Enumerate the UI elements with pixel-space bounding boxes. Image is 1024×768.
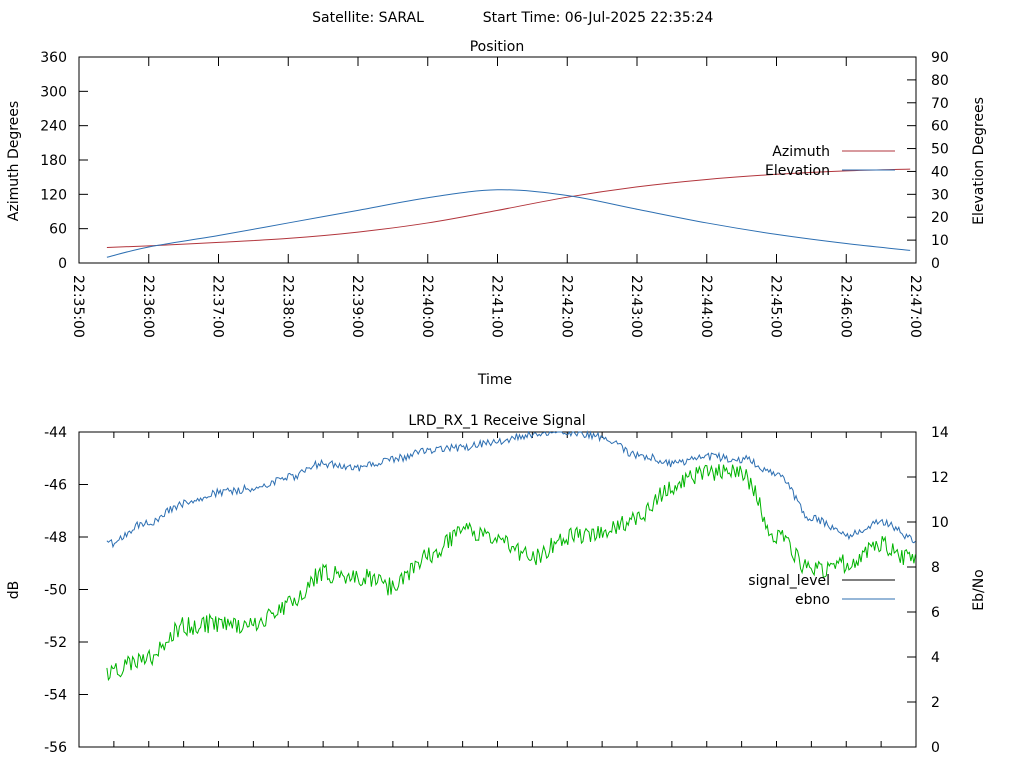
ebno-axis-tick-label: 10 (931, 515, 949, 531)
legend-azimuth-label: Azimuth (772, 144, 830, 160)
azimuth-line (106, 168, 911, 249)
time-axis-tick-label: 22:35:00 (70, 275, 86, 338)
time-axis-tick-label: 22:36:00 (140, 275, 156, 338)
db-axis-tick-label: -46 (44, 478, 67, 494)
ebno-axis-tick-label: 12 (931, 470, 949, 486)
time-axis-tick-label: 22:37:00 (210, 275, 226, 338)
ebno-axis-tick-label: 4 (931, 650, 940, 666)
elevation-axis-tick-label: 20 (931, 210, 949, 226)
receive-signal-right-axis-label: Eb/No (971, 569, 987, 611)
time-axis-tick-label: 22:42:00 (558, 275, 574, 338)
azimuth-axis-tick-label: 180 (40, 153, 67, 169)
time-axis-tick-label: 22:41:00 (489, 275, 505, 338)
ebno-axis-tick-label: 2 (931, 695, 940, 711)
db-axis-tick-label: -52 (44, 635, 67, 651)
position-chart-title: Position (470, 39, 525, 55)
legend-signal-level-label: signal_level (748, 573, 830, 589)
legend-ebno-label: ebno (795, 592, 830, 608)
elevation-axis-tick-label: 0 (931, 256, 940, 272)
position-time-axis: 22:35:00 22:36:00 22:37:00 22:38:00 22:39:00… (70, 57, 923, 338)
elevation-axis-tick-label: 50 (931, 142, 949, 158)
elevation-axis-tick-label: 90 (931, 50, 949, 66)
receive-signal-chart-title: LRD_RX_1 Receive Signal (408, 413, 585, 429)
azimuth-axis-tick-label: 120 (40, 187, 67, 203)
receive-signal-chart: LRD_RX_1 Receive Signal -44-46-48-50-52-… (6, 413, 987, 756)
ebno-axis-tick-label: 8 (931, 560, 940, 576)
ebno-axis-tick-label: 14 (931, 425, 949, 441)
azimuth-axis-tick-label: 60 (49, 222, 67, 238)
position-legend: Azimuth Elevation (765, 144, 895, 179)
receive-signal-left-axis-label: dB (6, 581, 22, 600)
receive-signal-series (106, 430, 916, 682)
elevation-line (106, 189, 911, 258)
legend-elevation-label: Elevation (765, 163, 830, 179)
time-axis-tick-label: 22:39:00 (349, 275, 365, 338)
elevation-axis-tick-label: 60 (931, 119, 949, 135)
time-axis-tick-label: 22:45:00 (768, 275, 784, 338)
position-right-axis: 90 80 70 60 50 40 30 20 10 0 (907, 50, 949, 272)
time-axis-tick-label: 22:40:00 (419, 275, 435, 338)
db-axis-tick-label: -54 (44, 688, 67, 704)
azimuth-axis-tick-label: 0 (58, 256, 67, 272)
start-time-label: Start Time: 06-Jul-2025 22:35:24 (483, 10, 714, 26)
position-left-axis: 360 300 240 180 120 60 0 (40, 50, 88, 272)
position-plot-frame (78, 56, 917, 264)
time-axis-tick-label: 22:43:00 (628, 275, 644, 338)
time-axis-tick-label: 22:44:00 (698, 275, 714, 338)
signal-level-trace (106, 464, 916, 682)
db-axis-tick-label: -56 (44, 740, 67, 756)
ebno-trace (106, 430, 916, 549)
time-axis-tick-label: 22:47:00 (907, 275, 923, 338)
time-axis-tick-label: 22:46:00 (837, 275, 853, 338)
receive-signal-left-axis: -44 -46 -48 -50 -52 -54 -56 (44, 425, 88, 756)
elevation-axis-tick-label: 70 (931, 96, 949, 112)
db-axis-tick-label: -50 (44, 583, 67, 599)
elevation-axis-tick-label: 40 (931, 164, 949, 180)
elevation-axis-tick-label: 30 (931, 187, 949, 203)
receive-signal-plot-frame (78, 431, 917, 748)
elevation-axis-tick-label: 80 (931, 73, 949, 89)
position-series (106, 168, 911, 258)
satellite-label: Satellite: SARAL (312, 10, 424, 26)
position-x-axis-label: Time (477, 372, 512, 388)
receive-signal-right-axis: 14 12 10 8 6 4 2 0 (907, 425, 949, 756)
receive-signal-legend: signal_level ebno (748, 573, 895, 608)
position-right-axis-label: Elevation Degrees (971, 97, 987, 225)
db-axis-tick-label: -44 (44, 425, 67, 441)
azimuth-axis-tick-label: 240 (40, 119, 67, 135)
azimuth-axis-tick-label: 300 (40, 84, 67, 100)
position-left-axis-label: Azimuth Degrees (6, 101, 22, 221)
azimuth-axis-tick-label: 360 (40, 50, 67, 66)
receive-signal-time-ticks (113, 432, 882, 747)
elevation-axis-tick-label: 10 (931, 233, 949, 249)
ebno-axis-tick-label: 6 (931, 605, 940, 621)
time-axis-tick-label: 22:38:00 (279, 275, 295, 338)
ebno-axis-tick-label: 0 (931, 740, 940, 756)
db-axis-tick-label: -48 (44, 530, 67, 546)
